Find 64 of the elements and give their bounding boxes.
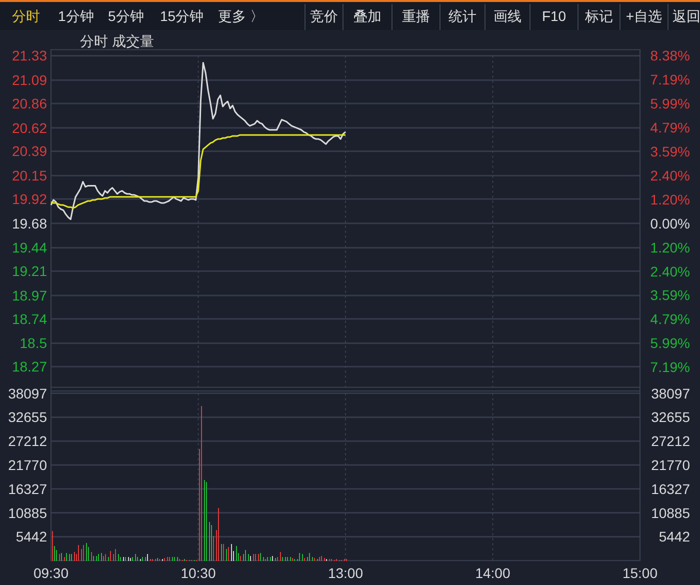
y2-tick-label: 38097 <box>651 385 690 402</box>
x-tick-label: 15:00 <box>622 565 658 581</box>
y2-tick-label: 5.99% <box>650 335 690 352</box>
y2-tick-label: 4.79% <box>650 120 690 136</box>
text: 画线 <box>494 8 522 24</box>
y2-tick-label: 5442 <box>658 528 690 545</box>
y-tick-label: 18.97 <box>12 287 48 304</box>
y-tick-label: 19.68 <box>12 215 48 232</box>
y2-tick-label: 7.19% <box>650 72 690 88</box>
text: 竞价 <box>310 8 338 24</box>
y-tick-label: 27212 <box>8 433 48 450</box>
y-tick-label: 18.74 <box>12 310 48 327</box>
y2-tick-label: 4.79% <box>650 311 690 328</box>
y2-tick-label: 1.20% <box>650 239 690 256</box>
y-tick-label: 19.44 <box>12 240 48 256</box>
y-tick-label: 10885 <box>8 504 48 521</box>
y2-tick-label: 5.99% <box>650 96 690 112</box>
y-tick-label: 18.27 <box>12 358 48 375</box>
y-tick-label: 20.62 <box>12 120 48 136</box>
text: 标记 <box>584 8 613 24</box>
y2-tick-label: 2.40% <box>650 263 690 280</box>
y2-tick-label: 7.19% <box>650 359 690 376</box>
text: F10 <box>542 8 566 24</box>
y2-tick-label: 8.38% <box>650 48 690 64</box>
x-tick-label: 09:30 <box>33 565 69 581</box>
line-series <box>50 62 346 220</box>
y-tick-label: 5442 <box>16 528 48 545</box>
text: 重播 <box>402 8 430 24</box>
y-tick-label: 19.92 <box>12 190 48 207</box>
x-tick-label: 10:30 <box>180 565 216 581</box>
y2-tick-label: 1.20% <box>650 191 690 208</box>
y-tick-label: 21.33 <box>12 48 48 64</box>
y2-tick-label: 21770 <box>651 457 690 473</box>
y-tick-label: 20.86 <box>12 95 48 112</box>
text: 返回 <box>672 8 700 24</box>
text: 统计 <box>448 8 476 24</box>
y-tick-label: 18.5 <box>20 335 48 352</box>
y-tick-label: 21.09 <box>12 72 48 88</box>
y2-tick-label: 3.59% <box>650 144 690 160</box>
x-tick-label: 13:00 <box>328 565 364 581</box>
text: +自选 <box>626 8 662 24</box>
y2-tick-label: 16327 <box>651 480 690 497</box>
x-tick-label: 14:00 <box>475 565 510 581</box>
line-series <box>50 134 346 209</box>
chart-title: 分时 成交量 <box>80 33 154 49</box>
text: 15分钟 <box>160 8 204 24</box>
y2-tick-label: 0.00% <box>650 215 690 232</box>
y2-tick-label: 27212 <box>651 433 690 450</box>
y2-tick-label: 32655 <box>651 409 690 426</box>
y-tick-label: 21770 <box>8 457 48 473</box>
text: 更多 〉 <box>218 8 264 24</box>
y-tick-label: 16327 <box>8 480 48 497</box>
y-tick-label: 20.39 <box>12 143 48 160</box>
text: 1分钟 <box>58 8 94 24</box>
y-tick-label: 32655 <box>8 409 48 426</box>
y-tick-label: 19.21 <box>12 263 48 280</box>
text: 分时 <box>12 8 40 24</box>
y-tick-label: 38097 <box>8 385 48 402</box>
y2-tick-label: 10885 <box>651 504 690 521</box>
y2-tick-label: 3.59% <box>650 287 690 304</box>
text: 5分钟 <box>108 8 144 24</box>
y-tick-label: 20.15 <box>12 168 48 184</box>
y2-tick-label: 2.40% <box>650 167 690 184</box>
text: 叠加 <box>354 8 382 24</box>
